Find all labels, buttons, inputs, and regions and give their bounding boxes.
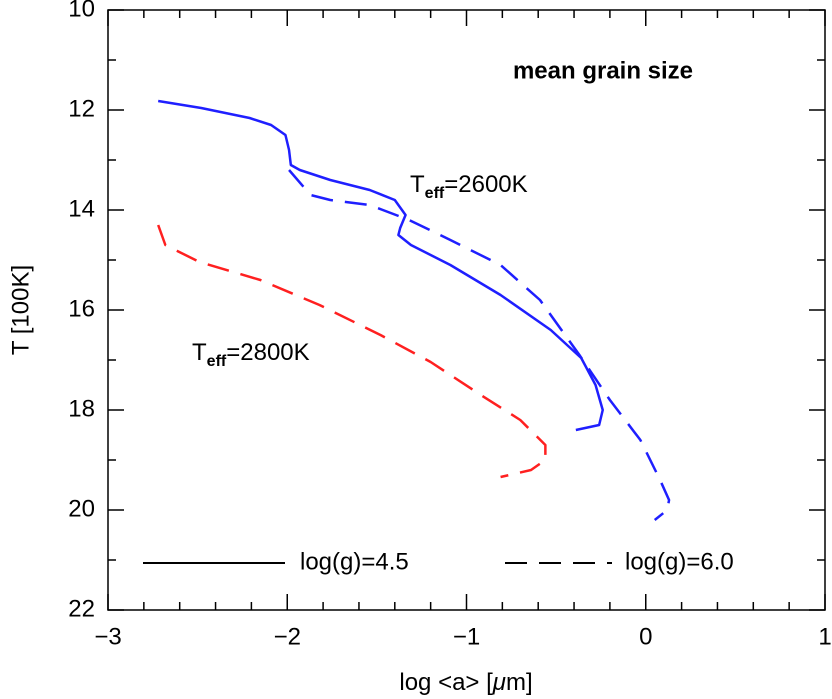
y-tick-label: 14 xyxy=(68,195,95,222)
x-tick-label: −2 xyxy=(274,623,301,650)
annotation: Teff=2800K xyxy=(192,339,310,370)
annotation-part: T xyxy=(192,339,207,366)
series-line xyxy=(288,169,671,521)
legend-label: log(g)=4.5 xyxy=(300,548,409,575)
x-label-part: log <a> [ xyxy=(399,669,493,696)
legend-label: log(g)=6.0 xyxy=(625,548,734,575)
annotation-part: =2600K xyxy=(444,171,527,198)
y-tick-label: 16 xyxy=(68,295,95,322)
x-tick-label: 1 xyxy=(818,623,831,650)
x-label-part: μ xyxy=(492,669,506,696)
annotation-part: eff xyxy=(207,353,227,370)
plot-frame xyxy=(107,9,826,611)
y-tick-label: 12 xyxy=(68,95,95,122)
y-tick-label: 22 xyxy=(68,595,95,622)
annotation-part: eff xyxy=(425,185,445,202)
annotation: Teff=2600K xyxy=(410,171,528,202)
x-tick-label: 0 xyxy=(639,623,652,650)
x-axis-label: log <a> [μm] xyxy=(399,669,532,696)
y-axis-label: T [100K] xyxy=(7,265,34,355)
x-label-part: m] xyxy=(506,669,533,696)
series-line xyxy=(157,224,547,479)
annotation-part: T xyxy=(410,171,425,198)
chart-title: mean grain size xyxy=(513,57,693,84)
series-line xyxy=(157,99,604,432)
y-tick-label: 20 xyxy=(68,495,95,522)
x-tick-label: −3 xyxy=(94,623,121,650)
annotation-part: =2800K xyxy=(226,339,309,366)
x-tick-label: −1 xyxy=(453,623,480,650)
y-tick-label: 10 xyxy=(68,0,95,22)
y-tick-label: 18 xyxy=(68,395,95,422)
